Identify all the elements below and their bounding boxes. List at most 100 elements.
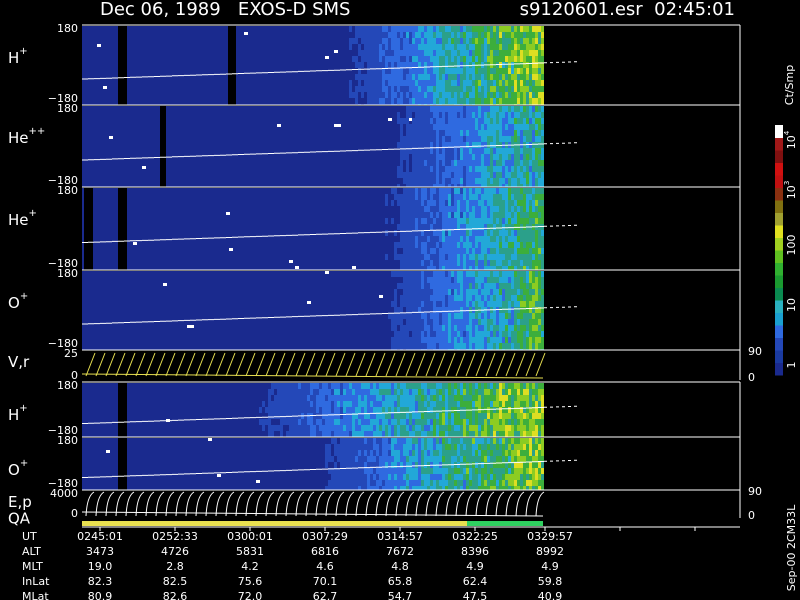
spectrogram-cell <box>445 319 448 325</box>
cell: 65.8 <box>388 575 413 588</box>
spectrogram-cell <box>325 419 328 425</box>
spectrogram-cell <box>442 106 445 112</box>
spectrogram-cell <box>511 212 514 218</box>
spectrogram-cell <box>400 307 403 313</box>
spectrogram-cell <box>541 184 544 187</box>
spectrogram-cell <box>466 295 469 301</box>
spectrogram-cell <box>427 218 430 224</box>
spectrogram-cell <box>529 44 532 50</box>
spectrogram-cell <box>364 395 367 401</box>
spectrogram-cell <box>349 456 352 462</box>
spectrogram-cell <box>487 224 490 230</box>
spectrogram-cell <box>508 331 511 337</box>
spectrogram-cell <box>418 50 421 56</box>
spectrogram-cell <box>490 188 493 194</box>
spectrogram-cell <box>478 98 481 104</box>
spectrogram-cell <box>508 118 511 124</box>
spectrogram-cell <box>433 80 436 86</box>
spectrogram-cell <box>475 56 478 62</box>
spectrogram-cell <box>433 200 436 206</box>
spectrogram-cell <box>328 480 331 486</box>
spectrogram-cell <box>442 80 445 86</box>
spectrogram-cell <box>418 401 421 407</box>
spectrogram-cell <box>511 444 514 450</box>
spectrogram-cell <box>499 86 502 92</box>
spectrogram-cell <box>469 468 472 474</box>
spectrogram-cell <box>427 106 430 112</box>
spectrogram-cell <box>409 444 412 450</box>
spectrogram-cell <box>454 148 457 154</box>
spectrogram-cell <box>430 289 433 295</box>
spectrogram-cell <box>472 230 475 236</box>
spectrogram-cell <box>454 295 457 301</box>
spectrogram-cell <box>499 389 502 395</box>
spectrogram-cell <box>517 401 520 407</box>
spectrogram-cell <box>460 419 463 425</box>
spectrogram-cell <box>475 456 478 462</box>
spectrogram-cell <box>283 401 286 407</box>
spectrogram-cell <box>469 319 472 325</box>
spectrogram-cell <box>367 468 370 474</box>
spectrogram-cell <box>481 337 484 343</box>
spectrogram-cell <box>427 154 430 160</box>
spectrogram-cell <box>511 106 514 112</box>
spectrogram-cell <box>514 289 517 295</box>
spectrogram-cell <box>400 413 403 419</box>
spectrogram-cell <box>448 178 451 184</box>
spectrogram-cell <box>430 266 433 270</box>
spectrogram-cell <box>415 154 418 160</box>
spectrogram-cell <box>526 136 529 142</box>
spectrogram-cell <box>493 389 496 395</box>
spectrogram-cell <box>469 130 472 136</box>
spectrogram-cell <box>379 438 382 444</box>
cell: 70.1 <box>313 575 338 588</box>
spectrogram-cell <box>382 62 385 68</box>
spectrogram-cell <box>367 44 370 50</box>
spectrogram-cell <box>505 68 508 74</box>
spectrogram-cell <box>487 407 490 413</box>
spectrogram-cell <box>439 26 442 32</box>
spectrogram-cell <box>421 160 424 166</box>
spectrogram-cell <box>436 271 439 277</box>
spectrogram-cell <box>529 301 532 307</box>
spectrogram-cell <box>457 456 460 462</box>
spectrogram-cell <box>406 106 409 112</box>
spectrogram-cell <box>478 178 481 184</box>
spectrogram-cell <box>481 44 484 50</box>
spectrogram-cell <box>517 486 520 490</box>
spectrogram-cell <box>520 260 523 266</box>
right-tick-label: 0 <box>748 371 755 384</box>
spectrogram-cell <box>361 62 364 68</box>
spectrogram-cell <box>448 307 451 313</box>
spectrogram-cell <box>415 337 418 343</box>
spectrogram-cell <box>418 142 421 148</box>
spectrogram-cell <box>412 248 415 254</box>
spectrogram-cell <box>379 86 382 92</box>
spectrogram-cell <box>436 184 439 187</box>
spectrogram-cell <box>424 188 427 194</box>
spectrogram-cell <box>532 254 535 260</box>
spectrogram-cell <box>448 343 451 349</box>
spectrogram-cell <box>505 383 508 389</box>
spectrogram-cell <box>490 124 493 130</box>
spectrogram-cell <box>469 142 472 148</box>
spectrogram-cell <box>463 26 466 32</box>
spectrogram-cell <box>496 313 499 319</box>
spectrogram-cell <box>481 148 484 154</box>
spectrogram-cell <box>460 444 463 450</box>
spectrogram-cell <box>439 230 442 236</box>
spectrogram-cell <box>469 32 472 38</box>
spectrogram-cell <box>496 194 499 200</box>
spectrogram-cell <box>535 425 538 431</box>
spectrogram-cell <box>520 212 523 218</box>
spectrogram-cell <box>385 254 388 260</box>
spectrogram-cell <box>532 166 535 172</box>
spectrogram-cell <box>322 413 325 419</box>
spectrogram-cell <box>460 307 463 313</box>
spectrogram-cell <box>526 38 529 44</box>
spectrogram-cell <box>475 86 478 92</box>
spectrogram-cell <box>430 325 433 331</box>
spectrogram-cell <box>418 92 421 98</box>
spectrogram-cell <box>445 343 448 349</box>
spectrogram-cell <box>415 68 418 74</box>
